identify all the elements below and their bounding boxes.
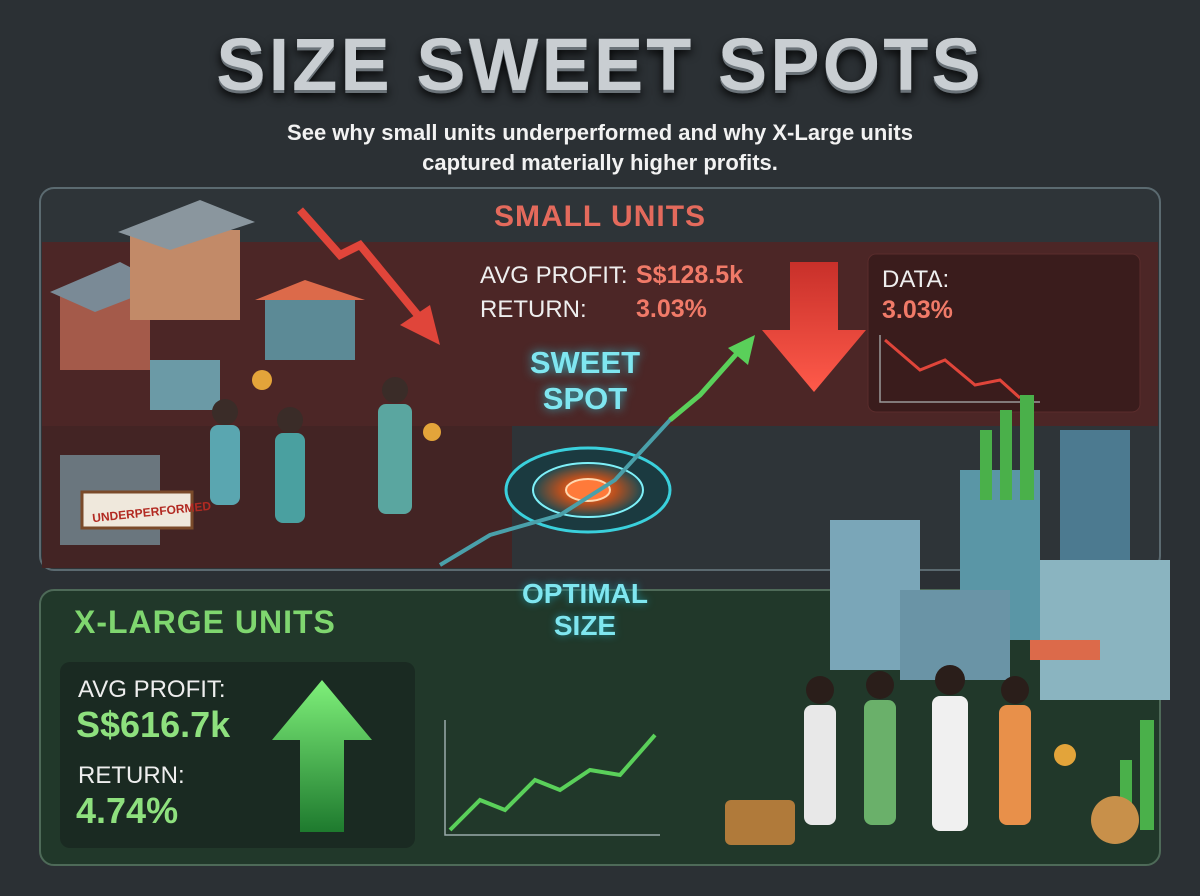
small-avg-profit: S$128.5k: [636, 261, 744, 289]
small-return-label: RETURN:: [480, 296, 587, 323]
growth-head: [728, 335, 755, 365]
data-label: DATA:: [882, 266, 950, 293]
data-axis: [879, 335, 1040, 403]
xl-avg-profit: S$616.7k: [76, 704, 231, 745]
target-core: [565, 478, 611, 502]
xl-trend: [448, 733, 657, 832]
small-units-title: SMALL UNITS: [493, 200, 707, 233]
growth-curve-green: [668, 348, 742, 422]
sweet-spot-title: SWEET SPOT: [529, 345, 641, 416]
decline-head: [400, 305, 440, 345]
data-value: 3.03%: [882, 296, 953, 324]
small-return: 3.03%: [636, 295, 707, 323]
title: SIZE SWEET SPOTS: [216, 23, 984, 106]
decline-arrow: [297, 207, 434, 333]
small-buildings: [50, 200, 365, 545]
sweet-spot-caption: OPTIMAL SIZE: [522, 578, 648, 641]
subtitle: See why small units underperformed and w…: [287, 120, 913, 175]
down-arrow: [762, 262, 866, 392]
large-buildings: [830, 395, 1170, 830]
up-arrow: [272, 680, 372, 832]
team: [725, 665, 1139, 845]
xl-return-label: RETURN:: [78, 762, 185, 789]
data-trend: [884, 338, 1022, 400]
small-avg-profit-label: AVG PROFIT:: [480, 262, 628, 289]
xl-avg-profit-label: AVG PROFIT:: [78, 676, 226, 703]
people: [210, 370, 441, 523]
xl-return: 4.74%: [76, 790, 179, 831]
xl-axis: [444, 720, 660, 836]
xl-units-title: X-LARGE UNITS: [74, 604, 336, 640]
